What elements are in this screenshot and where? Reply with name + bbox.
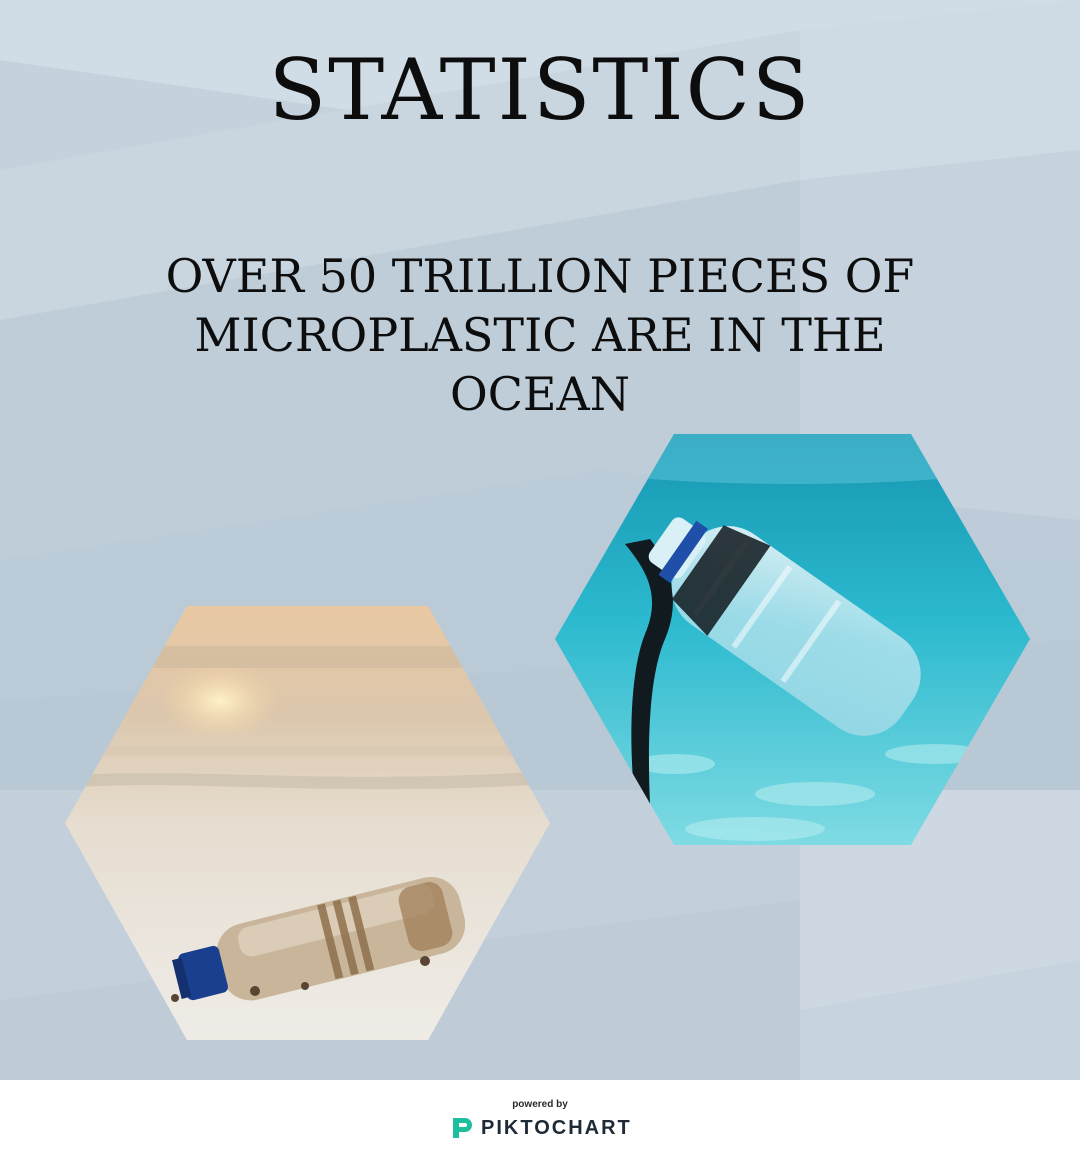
statistic-line-3: OCEAN <box>450 367 630 421</box>
piktochart-brand-name: PIKTOCHART <box>481 1116 632 1139</box>
infographic-canvas: STATISTICS OVER 50 TRILLION PIECES OF MI… <box>0 0 1080 1080</box>
underwater-bottle-photo <box>555 434 1030 845</box>
statistic-line-2: MICROPLASTIC ARE IN THE <box>194 308 886 362</box>
statistic-text: OVER 50 TRILLION PIECES OF MICROPLASTIC … <box>60 247 1020 424</box>
page-title: STATISTICS <box>268 41 812 139</box>
piktochart-brand-link[interactable]: PIKTOCHART <box>450 1114 632 1142</box>
piktochart-logo-icon <box>453 1118 472 1138</box>
footer: powered by PIKTOCHART <box>0 1080 1080 1160</box>
statistic-line-1: OVER 50 TRILLION PIECES OF <box>165 249 915 303</box>
powered-by-label: powered by <box>512 1099 568 1110</box>
beach-bottle-photo <box>65 606 550 1040</box>
